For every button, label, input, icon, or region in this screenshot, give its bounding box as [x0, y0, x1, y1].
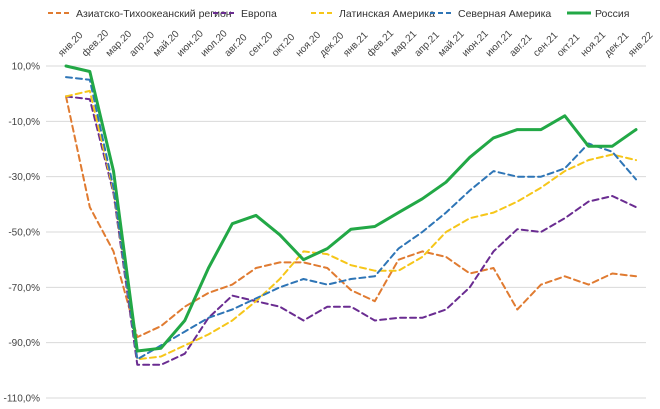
legend-label-1: Европа: [241, 8, 277, 20]
x-tick-label: апр.20: [128, 30, 158, 60]
series-line-0: [65, 95, 637, 339]
x-axis-ticks: янв.20фев.20мар.20апр.20май.20июн.20июл.…: [56, 27, 655, 59]
x-tick-label: ноя.20: [294, 30, 324, 60]
x-tick-label: янв.21: [341, 30, 370, 59]
x-tick-label: окт.21: [555, 32, 582, 59]
legend-label-0: Азиатско-Тихоокеанский регион: [76, 8, 232, 20]
x-tick-label: сен.20: [246, 30, 275, 59]
y-tick-label: -70,0%: [8, 283, 40, 294]
series-line-2: [65, 89, 637, 361]
y-tick-label: -30,0%: [8, 172, 40, 183]
x-tick-label: сен.21: [531, 30, 560, 59]
x-tick-label: дек.21: [603, 30, 632, 59]
x-tick-label: окт.20: [270, 32, 297, 59]
chart-legend: Азиатско-Тихоокеанский регион Европа Латин…: [48, 8, 629, 20]
series-line-1: [65, 95, 637, 366]
y-tick-label: 10,0%: [12, 62, 40, 73]
legend-label-3: Северная Америка: [458, 8, 551, 20]
y-tick-label: -90,0%: [8, 338, 40, 349]
x-tick-label: янв.22: [626, 30, 655, 59]
legend-label-2: Латинская Америка: [339, 8, 435, 20]
series-line-4: [64, 64, 638, 353]
y-axis-ticks: 10,0% -10,0% -30,0% -50,0% -70,0% -90,0% -110,…: [3, 62, 40, 405]
chart-series: [64, 64, 638, 366]
y-tick-label: -50,0%: [8, 228, 40, 239]
series-line-3: [65, 76, 637, 361]
x-tick-label: дек.20: [318, 30, 347, 59]
legend-label-4: Россия: [595, 8, 629, 20]
x-tick-label: ноя.21: [579, 30, 609, 60]
x-tick-label: апр.21: [413, 30, 443, 60]
x-tick-label: янв.20: [56, 30, 85, 59]
y-tick-label: -110,0%: [3, 394, 40, 405]
y-tick-label: -10,0%: [8, 117, 40, 128]
